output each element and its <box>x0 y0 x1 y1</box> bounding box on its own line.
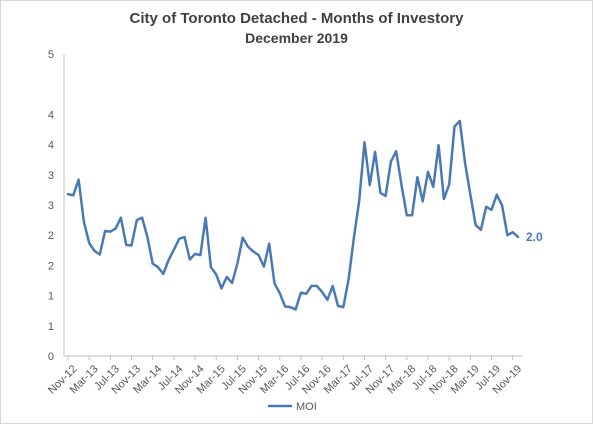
legend-label: MOI <box>296 401 317 413</box>
chart-title: City of Toronto Detached - Months of Inv… <box>129 10 464 27</box>
y-tick-label: 2 <box>48 260 54 272</box>
y-tick-label: 3 <box>48 200 54 212</box>
series-line-moi <box>66 119 520 311</box>
y-tick-label: 2 <box>48 230 54 242</box>
y-tick-label: 5 <box>48 49 54 61</box>
end-data-label: 2.0 <box>526 230 543 244</box>
y-tick-label: 4 <box>48 140 54 152</box>
y-tick-label: 1 <box>48 321 54 333</box>
y-tick-label: 0 <box>48 351 54 363</box>
chart-subtitle: December 2019 <box>245 30 348 46</box>
y-tick-label: 4 <box>48 109 54 121</box>
y-tick-label: 1 <box>48 291 54 303</box>
y-tick-label: 3 <box>48 170 54 182</box>
